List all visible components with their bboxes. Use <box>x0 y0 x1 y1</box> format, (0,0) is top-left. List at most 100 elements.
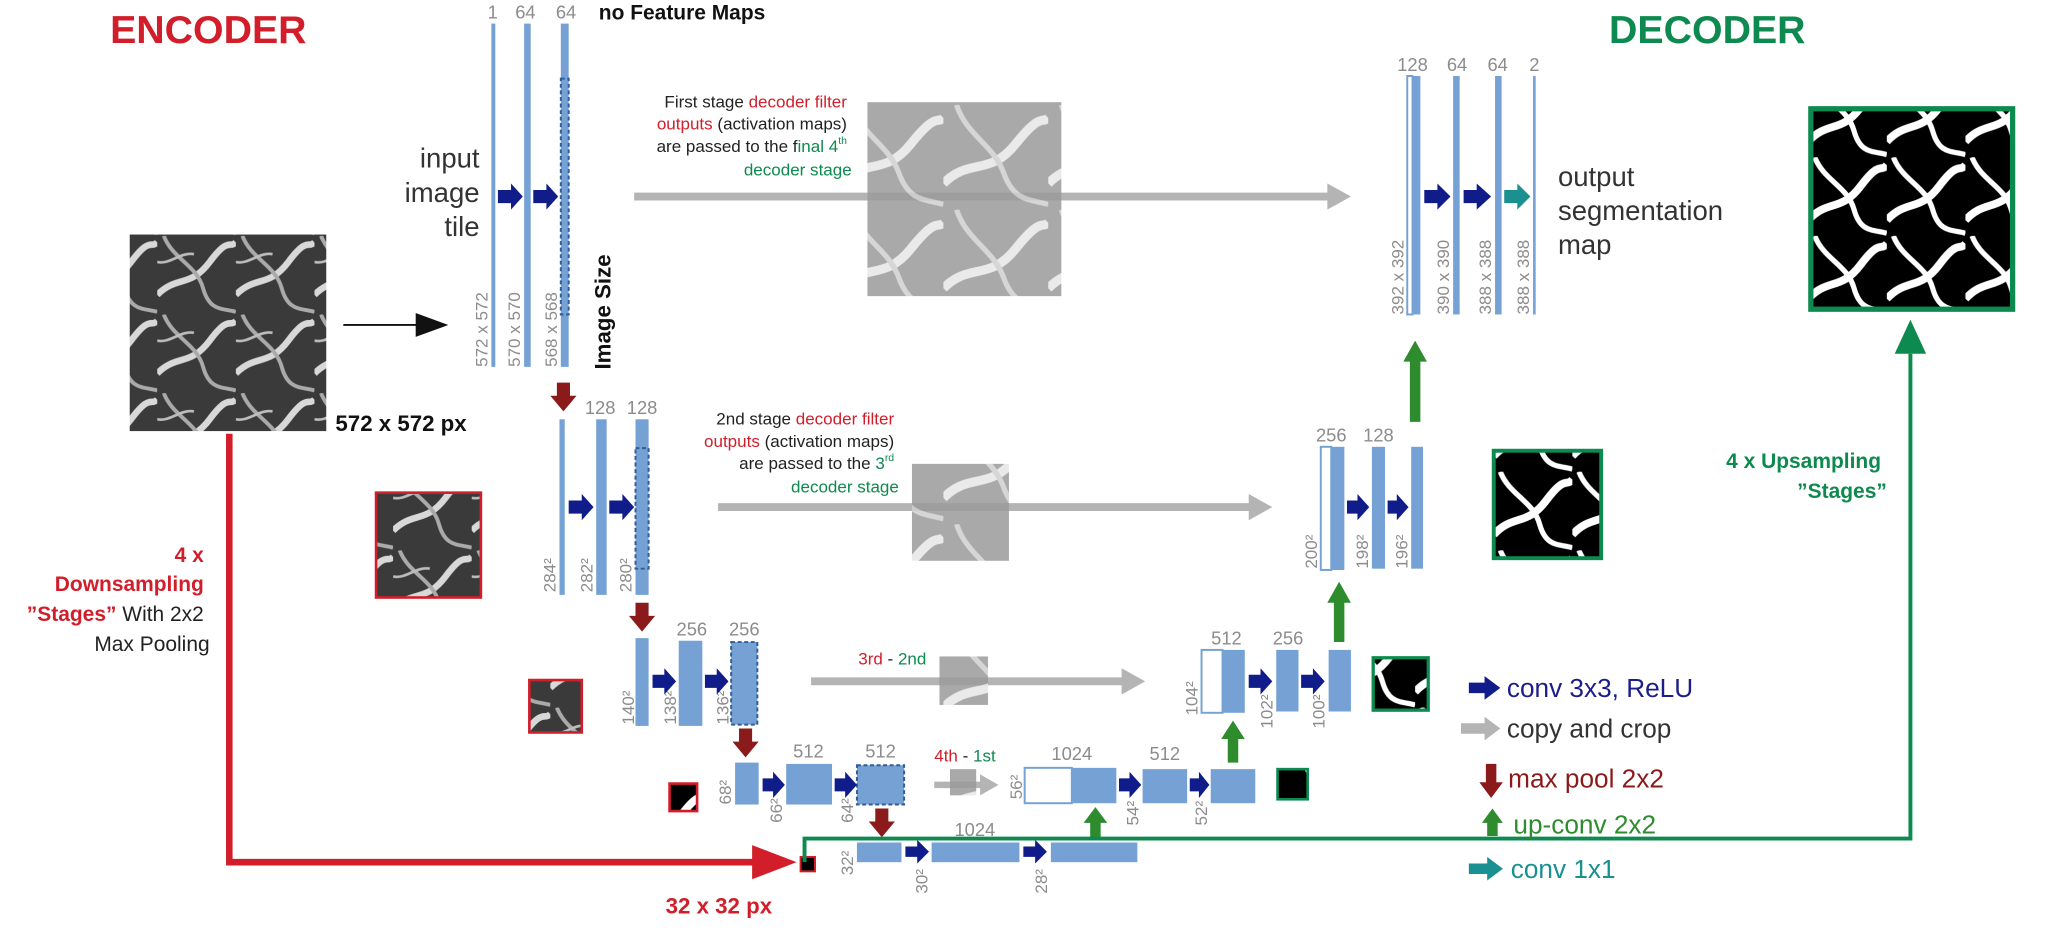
l5-size-1: 32² <box>838 850 857 875</box>
l2-block-3 <box>635 419 649 595</box>
conv-arrow <box>1248 668 1273 695</box>
upsampling-label: 4 x Upsampling ”Stages” <box>1726 450 1887 503</box>
d4-block-2 <box>1142 769 1188 804</box>
upsampling-path <box>802 353 1913 863</box>
l5-fm: 1024 <box>954 819 995 840</box>
output-label-2: segmentation <box>1558 195 1723 226</box>
legend-label-copy-crop: copy and crop <box>1507 714 1672 744</box>
legend: conv 3x3, ReLU copy and crop max pool 2x… <box>1460 673 1693 884</box>
d3-block-2 <box>1276 649 1299 712</box>
d1-fm-3: 64 <box>1487 54 1507 75</box>
input-label-2: image <box>405 177 480 208</box>
input-image <box>129 234 327 432</box>
l5-block-1 <box>856 842 902 863</box>
d4-block-1 <box>1071 767 1117 804</box>
d3-size-2: 102² <box>1257 694 1276 728</box>
d1-size-1: 392 x 392 <box>1388 240 1407 315</box>
legend-label-maxpool: max pool 2x2 <box>1508 763 1664 793</box>
conv-arrow <box>1023 839 1047 864</box>
l2-fm-1: 128 <box>585 397 616 418</box>
output-segmentation-image <box>1808 106 2016 312</box>
l4-size-1: 68² <box>716 780 735 805</box>
d3-size-3: 100² <box>1310 694 1329 728</box>
d4-size-2: 54² <box>1124 801 1143 826</box>
l4-block-1 <box>735 762 759 805</box>
feature-maps-header: no Feature Maps <box>599 2 766 25</box>
conv-arrow <box>1301 668 1325 695</box>
d2-block-3 <box>1411 446 1423 569</box>
l3-fm-1: 256 <box>677 618 708 639</box>
upsampling-arrowhead <box>1894 319 1927 354</box>
conv-arrow <box>762 771 785 798</box>
d1-size-2: 390 x 390 <box>1434 240 1453 315</box>
l3-size-1: 140² <box>619 690 638 724</box>
arrow-right-icon <box>1468 676 1501 700</box>
d1-fm-2: 64 <box>1447 54 1467 75</box>
copy-arrow-l1-head <box>1327 183 1351 210</box>
conv-arrow <box>1118 771 1142 798</box>
d2-size-2: 198² <box>1353 534 1372 568</box>
l1-block-2 <box>524 23 531 367</box>
arrow-right-icon <box>1468 856 1503 881</box>
l5-size-3: 28² <box>1032 869 1051 894</box>
input-label-1: input <box>420 143 480 174</box>
d2-size-1: 200² <box>1302 534 1321 568</box>
l2-size-2: 282² <box>577 558 596 592</box>
d1-block-4 <box>1533 75 1536 315</box>
d2-thumbnail <box>1491 448 1604 561</box>
pool-arrow <box>628 602 656 632</box>
stage2-activation-image <box>911 463 1009 561</box>
stage2-annotation: 2nd stage decoder filter outputs (activa… <box>704 410 899 497</box>
arrow-up-icon <box>1481 808 1503 836</box>
copy-arrow-l2-head <box>1248 493 1273 521</box>
conv-arrow <box>1387 493 1409 521</box>
copy-arrow-l3-head <box>1121 668 1146 695</box>
l3-size-3: 136² <box>714 690 733 724</box>
l4-thumbnail <box>668 782 699 813</box>
l3-size-2: 138² <box>661 690 680 724</box>
downsampling-label: 4 x Downsampling ”Stages” With 2x2 Max P… <box>27 544 210 656</box>
l4-size-2: 66² <box>767 798 786 823</box>
l3-block-3-crop <box>730 641 759 726</box>
l5-block-3 <box>1050 842 1138 863</box>
input-size-label: 572 x 572 px <box>335 411 467 436</box>
arrow-down-icon <box>1479 763 1503 798</box>
bottleneck-size-label: 32 x 32 px <box>666 893 773 918</box>
d2-fm-2: 128 <box>1363 425 1394 446</box>
downsampling-path <box>226 433 784 866</box>
output-label-3: map <box>1558 229 1612 260</box>
l4-block-2 <box>786 763 833 805</box>
conv-arrow <box>1346 493 1370 521</box>
l3-block-2 <box>678 640 703 726</box>
d4-size-3: 52² <box>1192 801 1211 826</box>
input-arrow <box>343 313 449 337</box>
conv-arrow <box>497 183 523 210</box>
conv-arrow <box>1189 771 1210 798</box>
decoder-title: DECODER <box>1609 8 1806 52</box>
l3-block-1 <box>635 638 649 726</box>
l1-block-3 <box>560 23 569 367</box>
d1-block-3 <box>1495 75 1502 315</box>
pool-arrow <box>550 382 577 412</box>
d1-fm-1: 128 <box>1397 54 1428 75</box>
l2-size-3: 280² <box>617 558 636 592</box>
d3-fm-2: 256 <box>1273 628 1304 649</box>
stage1-activation-image <box>867 102 1062 297</box>
stage4-activation-image <box>949 769 977 796</box>
d4-thumbnail <box>1276 767 1309 801</box>
pool-arrow <box>868 808 895 838</box>
d1-block-1 <box>1412 75 1421 315</box>
l5-block-2 <box>931 842 1020 863</box>
l2-block-3-crop <box>634 447 650 570</box>
d1-fm-4: 2 <box>1529 54 1539 75</box>
l1-size-1: 572 x 572 <box>472 292 491 367</box>
d4-size-1: 56² <box>1007 774 1026 799</box>
d2-block-2 <box>1371 446 1385 569</box>
stage1-annotation: First stage decoder filter outputs (acti… <box>657 92 852 179</box>
d2-block-1 <box>1331 446 1345 570</box>
conv-arrow <box>533 183 559 210</box>
input-label-3: tile <box>444 211 479 242</box>
upconv-arrow <box>1403 340 1427 422</box>
